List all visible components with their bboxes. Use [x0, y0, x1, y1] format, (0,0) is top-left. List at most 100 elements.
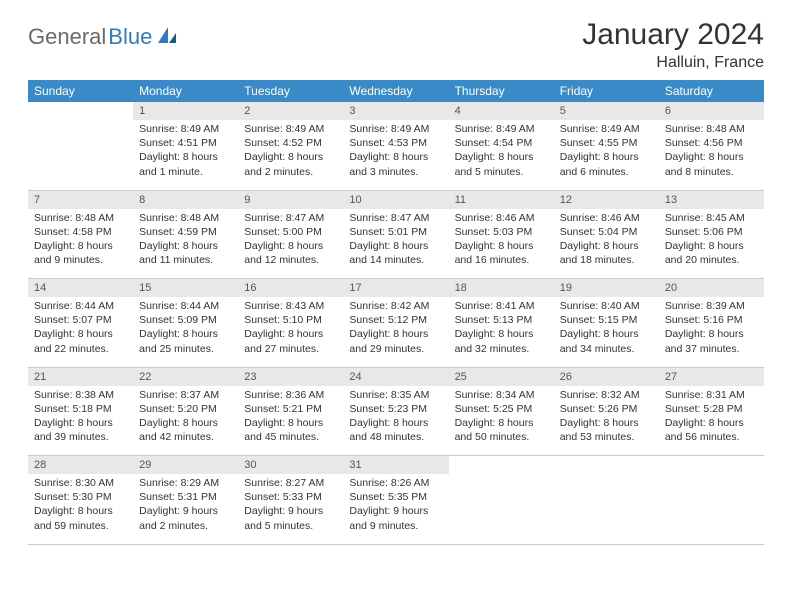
daylight-text: Daylight: 8 hours and 5 minutes.	[455, 150, 548, 178]
day-info-cell: Sunrise: 8:49 AMSunset: 4:54 PMDaylight:…	[449, 120, 554, 190]
day-number-cell: 21	[28, 367, 133, 386]
sunrise-text: Sunrise: 8:32 AM	[560, 388, 653, 402]
sunset-text: Sunset: 5:23 PM	[349, 402, 442, 416]
sunrise-text: Sunrise: 8:26 AM	[349, 476, 442, 490]
title-block: January 2024 Halluin, France	[582, 18, 764, 72]
sunset-text: Sunset: 5:35 PM	[349, 490, 442, 504]
day-number-cell: 28	[28, 456, 133, 475]
sunrise-text: Sunrise: 8:27 AM	[244, 476, 337, 490]
sunrise-text: Sunrise: 8:31 AM	[665, 388, 758, 402]
sunset-text: Sunset: 5:03 PM	[455, 225, 548, 239]
sunrise-text: Sunrise: 8:48 AM	[139, 211, 232, 225]
daylight-text: Daylight: 9 hours and 9 minutes.	[349, 504, 442, 532]
sunrise-text: Sunrise: 8:46 AM	[560, 211, 653, 225]
daylight-text: Daylight: 8 hours and 3 minutes.	[349, 150, 442, 178]
sunset-text: Sunset: 5:13 PM	[455, 313, 548, 327]
day-number-cell: 23	[238, 367, 343, 386]
day-info-cell: Sunrise: 8:49 AMSunset: 4:51 PMDaylight:…	[133, 120, 238, 190]
day-info-cell	[554, 474, 659, 544]
day-info-cell: Sunrise: 8:46 AMSunset: 5:04 PMDaylight:…	[554, 209, 659, 279]
day-number-cell: 27	[659, 367, 764, 386]
day-info-cell	[28, 120, 133, 190]
day-info-cell: Sunrise: 8:48 AMSunset: 4:56 PMDaylight:…	[659, 120, 764, 190]
sunrise-text: Sunrise: 8:45 AM	[665, 211, 758, 225]
sunrise-text: Sunrise: 8:29 AM	[139, 476, 232, 490]
daylight-text: Daylight: 8 hours and 29 minutes.	[349, 327, 442, 355]
sunset-text: Sunset: 5:30 PM	[34, 490, 127, 504]
sunrise-text: Sunrise: 8:47 AM	[244, 211, 337, 225]
daylight-text: Daylight: 8 hours and 6 minutes.	[560, 150, 653, 178]
day-number-cell: 13	[659, 190, 764, 209]
day-number-cell: 22	[133, 367, 238, 386]
day-number-cell: 19	[554, 279, 659, 298]
daynum-row: 78910111213	[28, 190, 764, 209]
day-info-cell: Sunrise: 8:27 AMSunset: 5:33 PMDaylight:…	[238, 474, 343, 544]
daylight-text: Daylight: 8 hours and 39 minutes.	[34, 416, 127, 444]
daylight-text: Daylight: 8 hours and 2 minutes.	[244, 150, 337, 178]
day-number-cell	[659, 456, 764, 475]
day-number-cell: 16	[238, 279, 343, 298]
daynum-row: 14151617181920	[28, 279, 764, 298]
daylight-text: Daylight: 8 hours and 34 minutes.	[560, 327, 653, 355]
day-number-cell: 15	[133, 279, 238, 298]
daynum-row: 21222324252627	[28, 367, 764, 386]
day-info-cell: Sunrise: 8:26 AMSunset: 5:35 PMDaylight:…	[343, 474, 448, 544]
calendar-table: Sunday Monday Tuesday Wednesday Thursday…	[28, 80, 764, 545]
sunset-text: Sunset: 4:53 PM	[349, 136, 442, 150]
sunset-text: Sunset: 4:51 PM	[139, 136, 232, 150]
day-number-cell: 8	[133, 190, 238, 209]
day-info-row: Sunrise: 8:49 AMSunset: 4:51 PMDaylight:…	[28, 120, 764, 190]
day-info-cell: Sunrise: 8:29 AMSunset: 5:31 PMDaylight:…	[133, 474, 238, 544]
day-number-cell: 17	[343, 279, 448, 298]
sunset-text: Sunset: 5:21 PM	[244, 402, 337, 416]
sunset-text: Sunset: 4:58 PM	[34, 225, 127, 239]
sunset-text: Sunset: 4:52 PM	[244, 136, 337, 150]
daylight-text: Daylight: 8 hours and 18 minutes.	[560, 239, 653, 267]
calendar-page: General Blue January 2024 Halluin, Franc…	[0, 0, 792, 563]
day-info-cell: Sunrise: 8:47 AMSunset: 5:01 PMDaylight:…	[343, 209, 448, 279]
day-number-cell	[28, 102, 133, 120]
sunrise-text: Sunrise: 8:36 AM	[244, 388, 337, 402]
day-number-cell: 30	[238, 456, 343, 475]
daylight-text: Daylight: 8 hours and 53 minutes.	[560, 416, 653, 444]
daylight-text: Daylight: 8 hours and 1 minute.	[139, 150, 232, 178]
sunrise-text: Sunrise: 8:49 AM	[139, 122, 232, 136]
day-info-cell: Sunrise: 8:37 AMSunset: 5:20 PMDaylight:…	[133, 386, 238, 456]
sunset-text: Sunset: 5:12 PM	[349, 313, 442, 327]
sunrise-text: Sunrise: 8:48 AM	[34, 211, 127, 225]
daynum-row: 28293031	[28, 456, 764, 475]
day-info-cell: Sunrise: 8:30 AMSunset: 5:30 PMDaylight:…	[28, 474, 133, 544]
sunset-text: Sunset: 5:09 PM	[139, 313, 232, 327]
daylight-text: Daylight: 8 hours and 42 minutes.	[139, 416, 232, 444]
day-info-cell: Sunrise: 8:46 AMSunset: 5:03 PMDaylight:…	[449, 209, 554, 279]
day-number-cell: 12	[554, 190, 659, 209]
day-info-cell: Sunrise: 8:49 AMSunset: 4:53 PMDaylight:…	[343, 120, 448, 190]
day-number-cell: 3	[343, 102, 448, 120]
day-number-cell: 24	[343, 367, 448, 386]
daylight-text: Daylight: 8 hours and 12 minutes.	[244, 239, 337, 267]
sunset-text: Sunset: 5:25 PM	[455, 402, 548, 416]
sunrise-text: Sunrise: 8:46 AM	[455, 211, 548, 225]
day-info-cell: Sunrise: 8:42 AMSunset: 5:12 PMDaylight:…	[343, 297, 448, 367]
day-info-cell: Sunrise: 8:43 AMSunset: 5:10 PMDaylight:…	[238, 297, 343, 367]
day-info-cell: Sunrise: 8:36 AMSunset: 5:21 PMDaylight:…	[238, 386, 343, 456]
daylight-text: Daylight: 9 hours and 2 minutes.	[139, 504, 232, 532]
day-number-cell: 4	[449, 102, 554, 120]
daylight-text: Daylight: 9 hours and 5 minutes.	[244, 504, 337, 532]
weekday-header: Friday	[554, 80, 659, 102]
sunrise-text: Sunrise: 8:42 AM	[349, 299, 442, 313]
day-number-cell: 5	[554, 102, 659, 120]
day-info-cell: Sunrise: 8:32 AMSunset: 5:26 PMDaylight:…	[554, 386, 659, 456]
weekday-header: Wednesday	[343, 80, 448, 102]
day-number-cell: 18	[449, 279, 554, 298]
day-info-cell	[659, 474, 764, 544]
daylight-text: Daylight: 8 hours and 9 minutes.	[34, 239, 127, 267]
page-title: January 2024	[582, 18, 764, 52]
sunrise-text: Sunrise: 8:43 AM	[244, 299, 337, 313]
day-number-cell: 14	[28, 279, 133, 298]
day-number-cell: 7	[28, 190, 133, 209]
day-number-cell: 31	[343, 456, 448, 475]
daylight-text: Daylight: 8 hours and 25 minutes.	[139, 327, 232, 355]
daylight-text: Daylight: 8 hours and 27 minutes.	[244, 327, 337, 355]
day-info-cell: Sunrise: 8:35 AMSunset: 5:23 PMDaylight:…	[343, 386, 448, 456]
